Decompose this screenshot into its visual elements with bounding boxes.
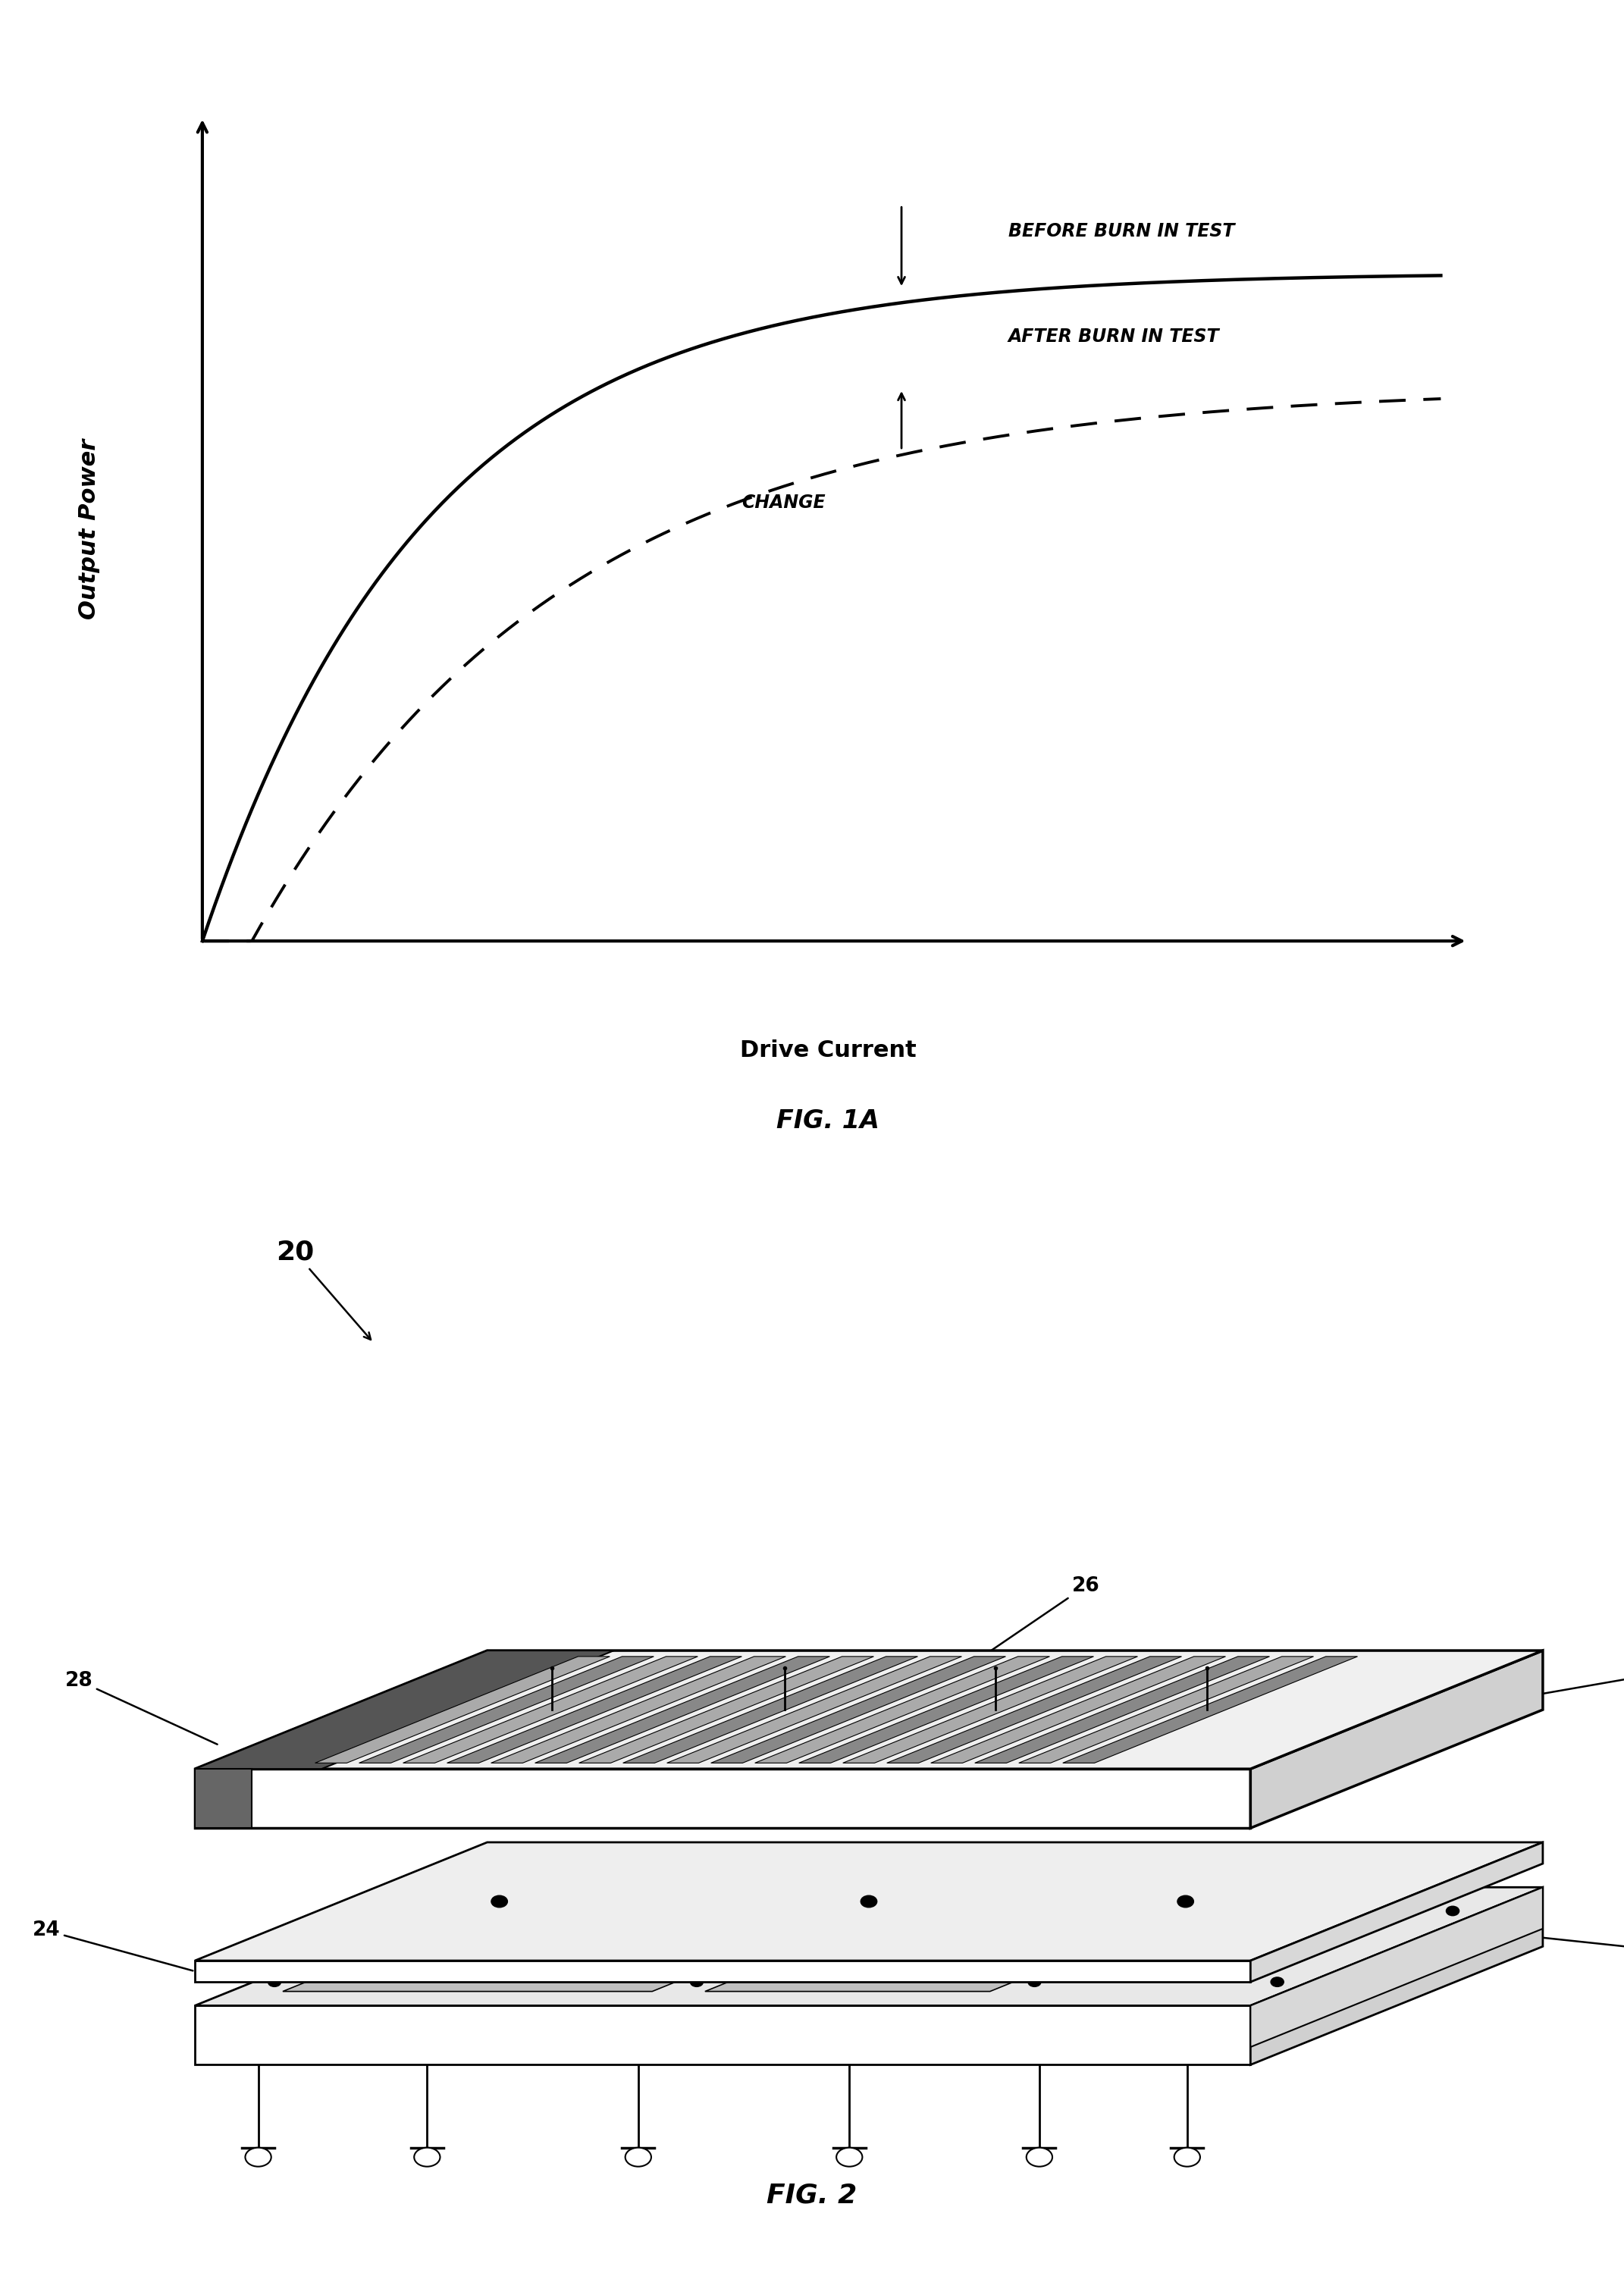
Circle shape xyxy=(443,1907,456,1916)
Text: Drive Current: Drive Current xyxy=(741,1040,916,1061)
Text: CHANGE: CHANGE xyxy=(742,494,825,512)
Text: Output Power: Output Power xyxy=(78,439,101,619)
Polygon shape xyxy=(667,1657,961,1764)
Polygon shape xyxy=(490,1657,786,1764)
Circle shape xyxy=(625,2149,651,2167)
Polygon shape xyxy=(1250,1887,1543,2046)
Circle shape xyxy=(1272,1978,1283,1987)
Polygon shape xyxy=(931,1657,1226,1764)
Polygon shape xyxy=(1062,1657,1358,1764)
Circle shape xyxy=(268,1978,281,1987)
Text: FIG. 2: FIG. 2 xyxy=(767,2183,857,2208)
Polygon shape xyxy=(705,1900,1212,1992)
Circle shape xyxy=(414,2149,440,2167)
Polygon shape xyxy=(755,1657,1049,1764)
Polygon shape xyxy=(843,1657,1137,1764)
Polygon shape xyxy=(1250,1650,1543,1828)
Polygon shape xyxy=(1250,1841,1543,1982)
Text: 22: 22 xyxy=(1515,1935,1624,1962)
Circle shape xyxy=(1174,2149,1200,2167)
Polygon shape xyxy=(283,1900,874,1992)
Circle shape xyxy=(866,1907,879,1916)
Polygon shape xyxy=(580,1657,874,1764)
Text: FIG. 1A: FIG. 1A xyxy=(776,1108,880,1133)
Circle shape xyxy=(1026,2149,1052,2167)
Circle shape xyxy=(245,2149,271,2167)
Text: 28: 28 xyxy=(1486,1652,1624,1702)
Text: BEFORE BURN IN TEST: BEFORE BURN IN TEST xyxy=(1009,223,1234,241)
Circle shape xyxy=(690,1978,703,1987)
Polygon shape xyxy=(1018,1657,1314,1764)
Polygon shape xyxy=(195,1768,1250,1828)
Text: 26: 26 xyxy=(924,1577,1099,1696)
Polygon shape xyxy=(195,1960,1250,1982)
Text: 20: 20 xyxy=(276,1240,370,1341)
Text: AFTER BURN IN TEST: AFTER BURN IN TEST xyxy=(1009,328,1220,346)
Circle shape xyxy=(1028,1978,1041,1987)
Polygon shape xyxy=(195,1768,252,1828)
Polygon shape xyxy=(359,1657,654,1764)
Circle shape xyxy=(1203,1907,1216,1916)
Polygon shape xyxy=(195,1887,1543,2005)
Circle shape xyxy=(492,1896,508,1907)
Polygon shape xyxy=(534,1657,830,1764)
Polygon shape xyxy=(799,1657,1093,1764)
Polygon shape xyxy=(195,2005,1250,2064)
Circle shape xyxy=(836,2149,862,2167)
Polygon shape xyxy=(195,1650,1543,1768)
Polygon shape xyxy=(403,1657,698,1764)
Polygon shape xyxy=(624,1657,918,1764)
Polygon shape xyxy=(887,1657,1182,1764)
Text: 24: 24 xyxy=(32,1921,193,1971)
Circle shape xyxy=(1447,1907,1460,1916)
Polygon shape xyxy=(1250,1887,1543,2064)
Circle shape xyxy=(1177,1896,1194,1907)
Polygon shape xyxy=(447,1657,742,1764)
Polygon shape xyxy=(711,1657,1005,1764)
Polygon shape xyxy=(315,1657,611,1764)
Circle shape xyxy=(861,1896,877,1907)
Text: 28: 28 xyxy=(65,1671,218,1743)
Polygon shape xyxy=(974,1657,1270,1764)
Polygon shape xyxy=(195,1841,1543,1960)
Polygon shape xyxy=(195,1650,614,1768)
